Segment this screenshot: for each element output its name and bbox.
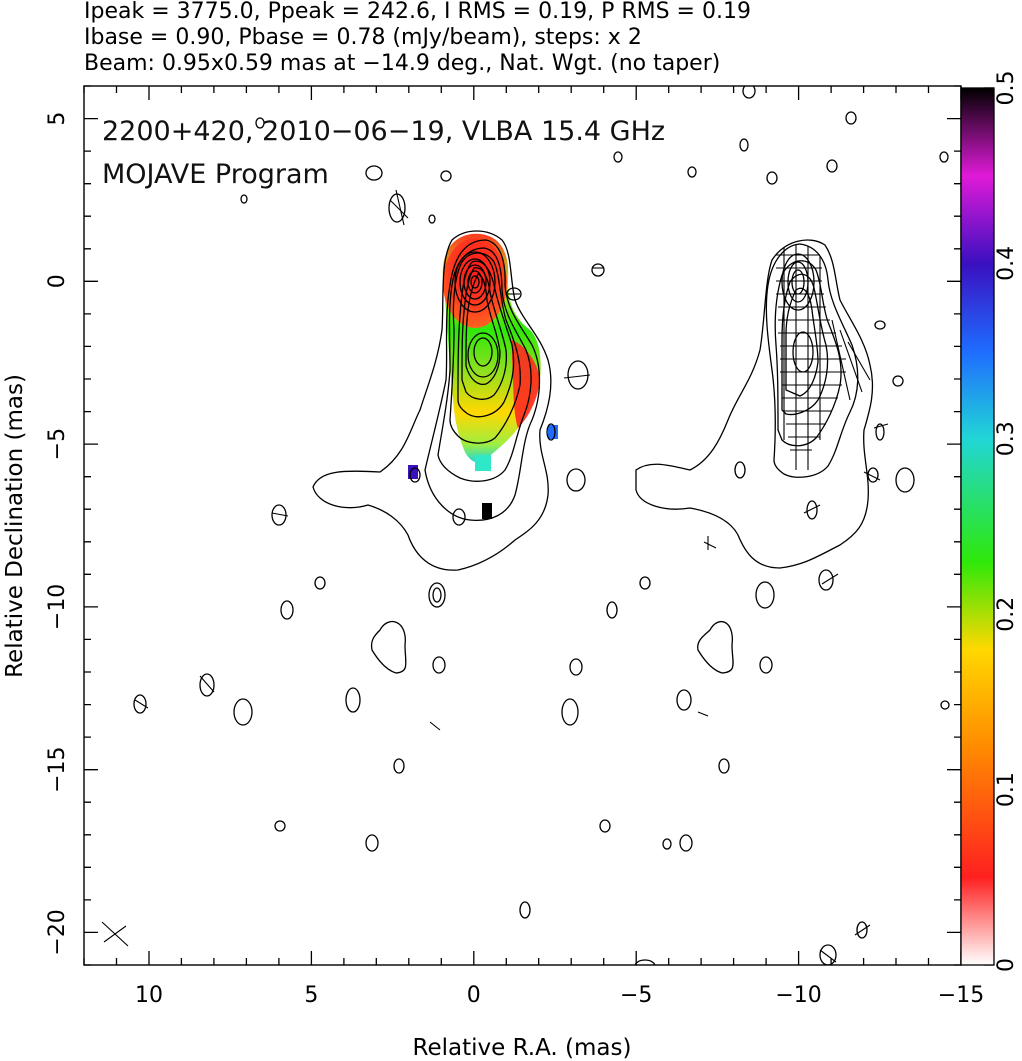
evpa-vectors — [101, 189, 889, 963]
colorbar — [960, 87, 995, 966]
colorbar-tick-label: 0 — [994, 958, 1019, 972]
colorbar-tick-labels: 0 0.1 0.2 0.3 0.4 0.5 — [994, 71, 1019, 973]
left-intensity-contours — [133, 117, 656, 965]
header-line-1: Ipeak = 3775.0, Ppeak = 242.6, I RMS = 0… — [84, 0, 751, 24]
x-tick-label: 5 — [304, 983, 318, 1008]
program-label: MOJAVE Program — [102, 159, 329, 190]
header-line-3: Beam: 0.95x0.59 mas at −14.9 deg., Nat. … — [84, 51, 721, 76]
y-tick-label: −15 — [45, 746, 70, 792]
x-tick-label: 10 — [135, 983, 163, 1008]
right-intensity-contours — [635, 86, 950, 965]
x-tick-labels: 10 5 0 −5 −10 −15 — [135, 983, 984, 1008]
colorbar-tick-label: 0.2 — [994, 597, 1019, 632]
source-label: 2200+420, 2010−06−19, VLBA 15.4 GHz — [102, 116, 665, 147]
x-tick-label: −15 — [938, 983, 984, 1008]
x-axis-title: Relative R.A. (mas) — [413, 1035, 632, 1061]
y-axis-title: Relative Declination (mas) — [2, 374, 28, 678]
y-tick-label: 0 — [45, 274, 70, 288]
y-tick-label: −10 — [45, 584, 70, 630]
y-tick-labels: 5 0 −5 −10 −15 −20 — [45, 112, 70, 956]
plot-frame — [83, 85, 962, 966]
x-tick-label: 0 — [467, 983, 481, 1008]
colorbar-tick-label: 0.4 — [994, 246, 1019, 281]
x-tick-label: −10 — [775, 983, 821, 1008]
y-tick-label: −5 — [45, 428, 70, 460]
y-tick-label: −20 — [45, 909, 70, 955]
y-tick-label: 5 — [45, 112, 70, 126]
x-tick-label: −5 — [620, 983, 652, 1008]
colorbar-tick-label: 0.1 — [994, 772, 1019, 807]
colorbar-tick-label: 0.3 — [994, 421, 1019, 456]
header-line-2: Ibase = 0.90, Pbase = 0.78 (mJy/beam), s… — [84, 25, 642, 50]
colorbar-tick-label: 0.5 — [994, 71, 1019, 106]
